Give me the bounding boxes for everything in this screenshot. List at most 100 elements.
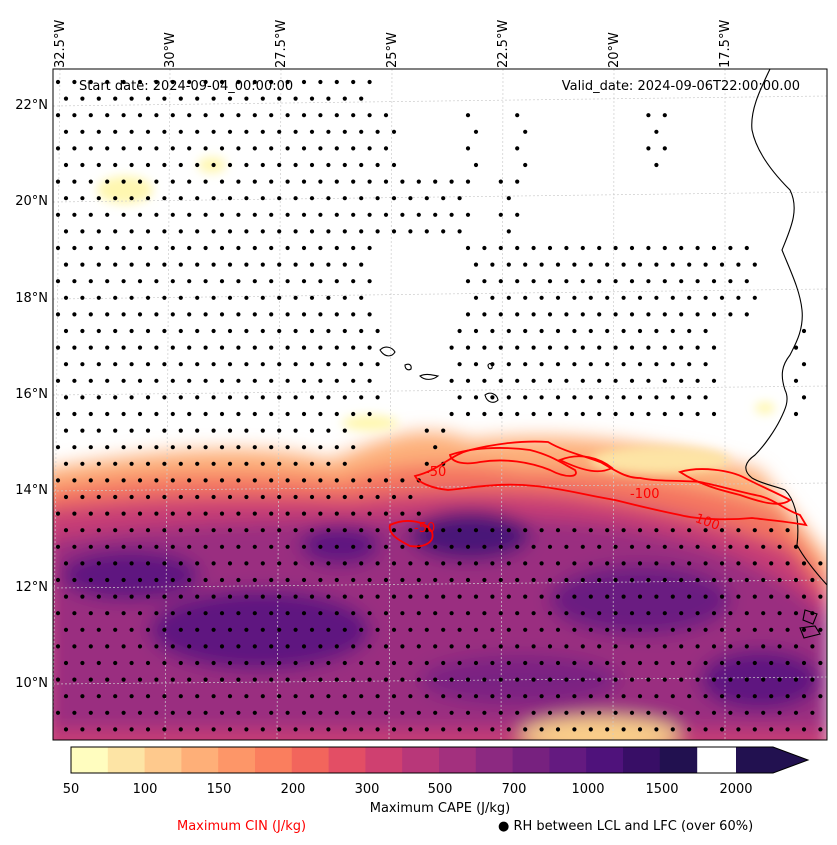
rh-stipple-dot — [244, 594, 249, 599]
rh-stipple-dot — [187, 345, 192, 350]
colorbar-cell — [623, 747, 661, 773]
rh-stipple-dot — [670, 328, 675, 334]
rh-stipple-dot — [351, 445, 356, 450]
rh-stipple-dot — [465, 677, 471, 682]
rh-dot-icon: ● — [498, 819, 510, 834]
rh-stipple-dot — [137, 644, 143, 649]
rh-stipple-dot — [211, 660, 216, 666]
rh-stipple-dot — [88, 677, 93, 682]
rh-stipple-dot — [236, 644, 241, 649]
rh-stipple-dot — [400, 511, 405, 516]
rh-stipple-dot — [334, 279, 339, 284]
rh-stipple-dot — [309, 561, 315, 566]
rh-stipple-dot — [597, 279, 602, 284]
rh-stipple-dot — [293, 627, 298, 632]
rh-stipple-dot — [555, 262, 561, 267]
rh-stipple-dot — [670, 262, 675, 267]
rh-stipple-dot — [728, 544, 733, 549]
rh-stipple-dot — [219, 345, 225, 350]
rh-stipple-dot — [113, 428, 118, 433]
rh-stipple-dot — [269, 478, 274, 483]
rh-stipple-dot — [605, 594, 610, 599]
rh-stipple-dot — [670, 727, 675, 732]
rh-stipple-dot — [178, 627, 183, 632]
rh-stipple-dot — [555, 395, 561, 400]
rh-stipple-dot — [105, 577, 110, 583]
lon-label: 32.5°W — [53, 19, 68, 68]
rh-stipple-dot — [63, 727, 69, 732]
rh-stipple-dot — [80, 262, 85, 267]
rh-stipple-dot — [408, 561, 413, 566]
rh-stipple-dot — [498, 212, 503, 217]
rh-stipple-dot — [145, 627, 151, 632]
rh-stipple-dot — [80, 428, 85, 433]
rh-stipple-dot — [449, 212, 454, 217]
colorbar-tick-label: 300 — [354, 782, 380, 797]
rh-stipple-dot — [564, 611, 569, 616]
rh-stipple-dot — [367, 212, 372, 217]
rh-stipple-dot — [695, 279, 700, 284]
rh-stipple-dot — [129, 262, 134, 267]
rh-stipple-dot — [465, 146, 471, 151]
rh-stipple-dot — [679, 411, 684, 417]
rh-stipple-dot — [170, 478, 175, 483]
rh-stipple-dot — [662, 411, 667, 417]
rh-stipple-dot — [391, 694, 397, 699]
rh-stipple-dot — [137, 146, 143, 151]
rh-stipple-dot — [285, 279, 290, 284]
rh-stipple-dot — [433, 212, 438, 217]
rh-stipple-dot — [342, 727, 347, 732]
rh-stipple-dot — [252, 179, 257, 184]
rh-stipple-dot — [227, 660, 233, 666]
rh-stipple-dot — [244, 627, 249, 632]
colorbar-cell — [328, 747, 366, 773]
rh-stipple-dot — [178, 528, 183, 533]
rh-stipple-dot — [72, 710, 77, 715]
colorbar-tick-label: 150 — [206, 782, 232, 797]
rh-stipple-dot — [744, 677, 749, 682]
rh-stipple-dot — [670, 561, 675, 566]
rh-stipple-dot — [63, 594, 69, 599]
rh-stipple-dot — [285, 146, 290, 151]
rh-stipple-dot — [424, 660, 429, 666]
rh-stipple-dot — [55, 644, 61, 649]
rh-stipple-dot — [490, 727, 495, 732]
rh-stipple-dot — [293, 129, 298, 134]
rh-stipple-dot — [178, 594, 183, 599]
rh-stipple-dot — [236, 511, 241, 516]
rh-stipple-dot — [260, 395, 265, 400]
rh-stipple-dot — [359, 162, 364, 168]
rh-stipple-dot — [367, 577, 372, 583]
rh-stipple-dot — [424, 229, 429, 234]
rh-stipple-dot — [416, 677, 421, 682]
rh-stipple-dot — [342, 196, 347, 201]
rh-stipple-dot — [277, 395, 282, 400]
rh-stipple-dot — [662, 710, 667, 715]
rh-stipple-dot — [597, 411, 602, 417]
rh-stipple-dot — [96, 395, 101, 400]
rh-stipple-dot — [441, 428, 446, 433]
rh-stipple-dot — [154, 146, 159, 151]
rh-stipple-dot — [605, 262, 610, 267]
rh-stipple-dot — [326, 694, 331, 699]
rh-stipple-dot — [719, 627, 725, 632]
rh-stipple-dot — [219, 411, 225, 417]
rh-stipple-dot — [801, 328, 807, 334]
rh-stipple-dot — [728, 312, 733, 317]
rh-stipple-dot — [162, 229, 167, 234]
rh-stipple-dot — [293, 362, 298, 367]
rh-stipple-dot — [531, 677, 536, 682]
rh-stipple-dot — [351, 478, 356, 483]
rh-stipple-dot — [309, 295, 315, 300]
rh-stipple-dot — [72, 245, 77, 251]
rh-stipple-dot — [236, 478, 241, 483]
rh-stipple-dot — [105, 245, 110, 251]
rh-stipple-dot — [687, 528, 692, 533]
rh-stipple-dot — [679, 544, 684, 549]
rh-stipple-dot — [269, 245, 274, 251]
rh-stipple-dot — [121, 710, 126, 715]
rh-stipple-dot — [482, 611, 487, 616]
rh-stipple-dot — [252, 577, 257, 583]
rh-stipple-dot — [416, 611, 421, 616]
rh-stipple-dot — [449, 544, 454, 549]
